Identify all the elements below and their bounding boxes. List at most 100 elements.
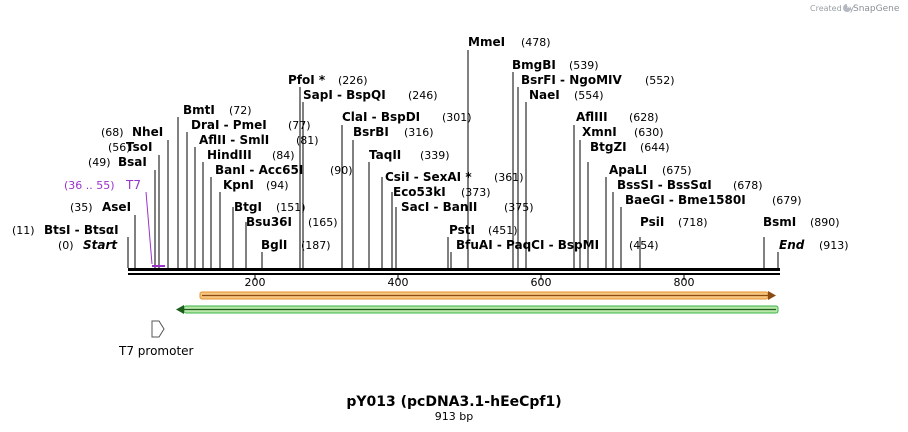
- promoter-arrow-icon: [151, 320, 165, 338]
- svg-text:(675): (675): [662, 164, 692, 177]
- site-clai-bspdi[interactable]: ClaI - BspDI (301): [342, 110, 472, 124]
- site-baegi-bme1580i[interactable]: BaeGI - Bme1580I (679): [625, 193, 802, 207]
- site-bfuai-paqci-bspmi[interactable]: BfuAI - PaqCI - BspMI (454): [456, 238, 659, 252]
- svg-text:CsiI - SexAI *: CsiI - SexAI *: [385, 170, 472, 184]
- svg-text:(68): (68): [101, 126, 124, 139]
- svg-text:BfuAI - PaqCI - BspMI: BfuAI - PaqCI - BspMI: [456, 238, 599, 252]
- feature-t7-promoter[interactable]: T7 promoter: [118, 320, 194, 358]
- svg-text:Eco53kI: Eco53kI: [393, 185, 446, 199]
- svg-text:(361): (361): [494, 171, 524, 184]
- site-btsi-btsai[interactable]: (11) BtsI - BtsαI: [12, 223, 119, 237]
- site-afliii[interactable]: AflIII (628): [576, 110, 659, 124]
- primer-t7[interactable]: (36 .. 55) T7: [64, 178, 141, 192]
- svg-text:(628): (628): [629, 111, 659, 124]
- ruler-tick-800: 800: [674, 276, 695, 289]
- site-naei[interactable]: NaeI (554): [529, 88, 604, 102]
- svg-text:DraI - PmeI: DraI - PmeI: [191, 118, 267, 132]
- ruler-tick-400: 400: [388, 276, 409, 289]
- svg-text:BglI: BglI: [261, 238, 287, 252]
- site-sapi-bspqi[interactable]: SapI - BspQI (246): [303, 88, 438, 102]
- svg-text:SacI - BanII: SacI - BanII: [401, 200, 477, 214]
- site-csii-sexai[interactable]: CsiI - SexAI * (361): [385, 170, 524, 184]
- dna-backbone: [128, 268, 780, 275]
- ruler-tick-200: 200: [245, 276, 266, 289]
- site-aflii-smli[interactable]: AflII - SmlI (81): [199, 133, 319, 147]
- site-btgzi[interactable]: BtgZI (644): [590, 140, 670, 154]
- svg-text:TsoI: TsoI: [126, 140, 152, 154]
- svg-text:(678): (678): [733, 179, 763, 192]
- site-drai-pmei[interactable]: DraI - PmeI (77): [191, 118, 311, 132]
- svg-text:(316): (316): [404, 126, 434, 139]
- site-pfoi[interactable]: PfoI * (226): [288, 73, 368, 87]
- svg-text:(77): (77): [288, 119, 311, 132]
- site-psti[interactable]: PstI (451): [449, 223, 518, 237]
- site-tsoi[interactable]: (56) TsoI: [108, 140, 152, 154]
- svg-text:End: End: [779, 238, 805, 252]
- map-title: pY013 (pcDNA3.1-hEeCpf1): [346, 394, 561, 410]
- site-leader-lines: [127, 50, 779, 268]
- snapgene-branding: Created by SnapGene: [810, 4, 900, 14]
- svg-text:BsaI: BsaI: [118, 155, 147, 169]
- svg-text:BsrFI - NgoMIV: BsrFI - NgoMIV: [521, 73, 622, 87]
- svg-text:(72): (72): [229, 104, 252, 117]
- svg-text:(165): (165): [308, 216, 338, 229]
- svg-text:BsrBI: BsrBI: [353, 125, 389, 139]
- svg-text:TaqII: TaqII: [369, 148, 401, 162]
- site-bsu36i[interactable]: Bsu36I (165): [246, 215, 338, 229]
- svg-text:(679): (679): [772, 194, 802, 207]
- site-kpni[interactable]: KpnI (94): [223, 178, 289, 192]
- svg-text:ApaLI: ApaLI: [609, 163, 647, 177]
- svg-text:(246): (246): [408, 89, 438, 102]
- site-eco53ki[interactable]: Eco53kI (373): [393, 185, 491, 199]
- svg-text:ClaI - BspDI: ClaI - BspDI: [342, 110, 420, 124]
- svg-text:BtgZI: BtgZI: [590, 140, 627, 154]
- site-mmei[interactable]: MmeI (478): [468, 35, 551, 49]
- site-start[interactable]: (0) Start: [58, 238, 118, 252]
- site-btgi[interactable]: BtgI (151): [234, 200, 306, 214]
- site-nhei[interactable]: (68) NheI: [101, 125, 163, 139]
- site-asei[interactable]: (35) AseI: [70, 200, 131, 214]
- svg-text:NaeI: NaeI: [529, 88, 560, 102]
- svg-text:PfoI *: PfoI *: [288, 73, 326, 87]
- site-hindiii[interactable]: HindIII (84): [207, 148, 295, 162]
- svg-text:PsiI: PsiI: [640, 215, 664, 229]
- svg-text:(890): (890): [810, 216, 840, 229]
- site-xmni[interactable]: XmnI (630): [582, 125, 664, 139]
- snapgene-logo-icon: [843, 4, 851, 12]
- svg-text:PstI: PstI: [449, 223, 475, 237]
- site-bmgbi[interactable]: BmgBI (539): [512, 58, 599, 72]
- svg-text:(301): (301): [442, 111, 472, 124]
- site-taqii[interactable]: TaqII (339): [369, 148, 450, 162]
- primer-t7-label: T7: [125, 178, 141, 192]
- site-bmti[interactable]: BmtI (72): [183, 103, 252, 117]
- site-bgli[interactable]: BglI (187): [261, 238, 331, 252]
- feature-green-reverse[interactable]: [176, 305, 779, 314]
- svg-text:BmtI: BmtI: [183, 103, 215, 117]
- primer-t7-range: (36 .. 55): [64, 179, 115, 192]
- site-bsrbi[interactable]: BsrBI (316): [353, 125, 434, 139]
- svg-text:(187): (187): [301, 239, 331, 252]
- site-saci-banii[interactable]: SacI - BanII (375): [401, 200, 534, 214]
- site-bani-acc65i[interactable]: BanI - Acc65I (90): [215, 163, 353, 177]
- site-apali[interactable]: ApaLI (675): [609, 163, 692, 177]
- feature-orange-forward[interactable]: [199, 291, 776, 300]
- site-psii[interactable]: PsiI (718): [640, 215, 708, 229]
- svg-text:(151): (151): [276, 201, 306, 214]
- svg-text:(552): (552): [645, 74, 675, 87]
- svg-text:AflII - SmlI: AflII - SmlI: [199, 133, 269, 147]
- svg-text:(56): (56): [108, 141, 131, 154]
- site-bsssi-bsssai[interactable]: BssSI - BssSαI (678): [617, 178, 763, 192]
- svg-text:BaeGI - Bme1580I: BaeGI - Bme1580I: [625, 193, 746, 207]
- created-by-label: Created by: [810, 4, 854, 13]
- svg-text:AseI: AseI: [102, 200, 131, 214]
- site-end[interactable]: End (913): [779, 238, 849, 252]
- svg-text:BmgBI: BmgBI: [512, 58, 556, 72]
- svg-text:BtsI - BtsαI: BtsI - BtsαI: [44, 223, 119, 237]
- svg-text:(554): (554): [574, 89, 604, 102]
- site-bsmi[interactable]: BsmI (890): [763, 215, 840, 229]
- svg-text:MmeI: MmeI: [468, 35, 505, 49]
- svg-text:(630): (630): [634, 126, 664, 139]
- map-length: 913 bp: [435, 410, 473, 423]
- site-bsrfi-ngomiv[interactable]: BsrFI - NgoMIV (552): [521, 73, 675, 87]
- site-bsai[interactable]: (49) BsaI: [88, 155, 147, 169]
